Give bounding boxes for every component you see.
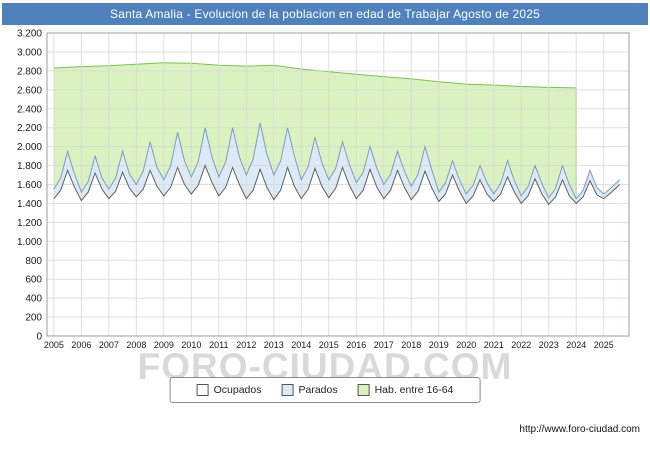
svg-text:800: 800 [25, 256, 42, 267]
svg-text:2018: 2018 [401, 340, 421, 350]
svg-text:600: 600 [25, 275, 42, 286]
title-bar: Santa Amalia - Evolucion de la poblacion… [2, 3, 648, 25]
svg-text:2014: 2014 [291, 340, 311, 350]
legend-item-parados[interactable]: Parados [281, 384, 338, 396]
legend-item-ocupados[interactable]: Ocupados [196, 384, 262, 396]
legend-item-hab-16-64[interactable]: Hab. entre 16-64 [357, 384, 454, 396]
svg-text:2.600: 2.600 [17, 85, 42, 96]
svg-text:2011: 2011 [209, 340, 228, 350]
svg-text:2020: 2020 [456, 340, 476, 350]
svg-text:2010: 2010 [181, 340, 201, 350]
svg-text:2021: 2021 [484, 340, 504, 350]
svg-text:1.000: 1.000 [17, 237, 42, 248]
svg-text:0: 0 [36, 332, 42, 343]
chart-title: Santa Amalia - Evolucion de la poblacion… [110, 7, 540, 21]
legend-label-ocupados: Ocupados [213, 384, 262, 396]
svg-text:2016: 2016 [346, 340, 366, 350]
svg-text:2.400: 2.400 [17, 104, 42, 115]
svg-text:2025: 2025 [594, 340, 614, 350]
svg-text:2.000: 2.000 [17, 142, 42, 153]
svg-text:2022: 2022 [511, 340, 531, 350]
svg-text:200: 200 [25, 313, 42, 324]
svg-text:1.600: 1.600 [17, 180, 42, 191]
source-url[interactable]: http://www.foro-ciudad.com [519, 424, 640, 435]
svg-text:2015: 2015 [319, 340, 339, 350]
svg-text:2009: 2009 [154, 340, 174, 350]
svg-text:2013: 2013 [264, 340, 284, 350]
svg-text:1.800: 1.800 [17, 161, 42, 172]
hab-16-64-swatch-icon [357, 384, 370, 396]
svg-text:2007: 2007 [99, 340, 119, 350]
legend-label-parados: Parados [298, 384, 338, 396]
svg-text:2017: 2017 [374, 340, 394, 350]
svg-text:1.200: 1.200 [17, 218, 42, 229]
svg-text:400: 400 [25, 294, 42, 305]
svg-text:2023: 2023 [539, 340, 559, 350]
ocupados-swatch-icon [196, 384, 209, 396]
svg-text:2.800: 2.800 [17, 66, 42, 77]
svg-text:2005: 2005 [44, 340, 64, 350]
svg-text:2006: 2006 [71, 340, 91, 350]
svg-text:2019: 2019 [429, 340, 449, 350]
svg-text:2012: 2012 [236, 340, 256, 350]
parados-swatch-icon [281, 384, 294, 396]
svg-text:3.000: 3.000 [17, 47, 42, 58]
svg-text:2024: 2024 [566, 340, 586, 350]
chart-legend: Ocupados Parados Hab. entre 16-64 [169, 377, 481, 403]
svg-text:1.400: 1.400 [17, 199, 42, 210]
svg-text:2.200: 2.200 [17, 123, 42, 134]
legend-label-hab-16-64: Hab. entre 16-64 [374, 384, 454, 396]
svg-text:3.200: 3.200 [17, 29, 42, 40]
svg-text:2008: 2008 [126, 340, 146, 350]
